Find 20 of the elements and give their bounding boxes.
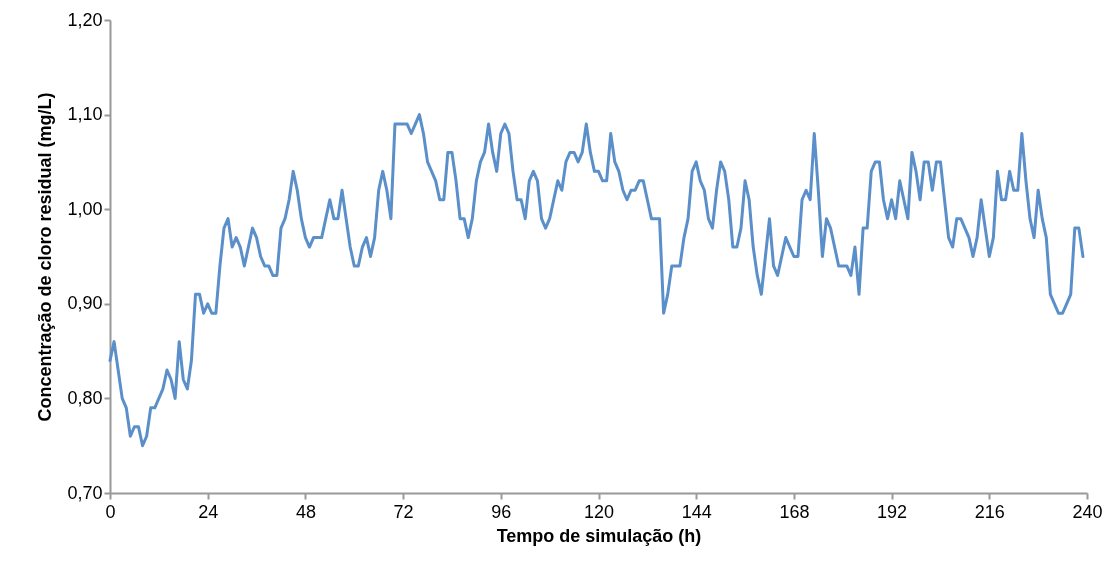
x-tick-label: 0	[105, 501, 116, 522]
y-axis-title: Concentração de cloro residual (mg/L)	[35, 92, 56, 422]
x-tick-label: 144	[681, 501, 712, 522]
y-tick-label: 1,00	[67, 198, 103, 219]
x-axis-title: Tempo de simulação (h)	[496, 525, 702, 546]
y-tick-label: 0,90	[67, 293, 103, 314]
y-tick-label: 0,80	[67, 387, 103, 408]
y-tick-label: 1,20	[67, 9, 103, 30]
x-tick-label: 96	[491, 501, 512, 522]
x-tick-label: 216	[974, 501, 1005, 522]
x-tick-label: 24	[198, 501, 219, 522]
line-series	[108, 113, 1085, 448]
x-tick-label: 72	[393, 501, 414, 522]
y-tick-label: 0,70	[67, 482, 103, 503]
x-tick-label: 192	[877, 501, 908, 522]
x-tick-label: 48	[295, 501, 316, 522]
x-tick-label: 120	[583, 501, 615, 522]
x-tick-label: 240	[1072, 501, 1103, 522]
y-tick-label: 1,10	[67, 104, 103, 125]
x-tick-label: 168	[779, 501, 810, 522]
